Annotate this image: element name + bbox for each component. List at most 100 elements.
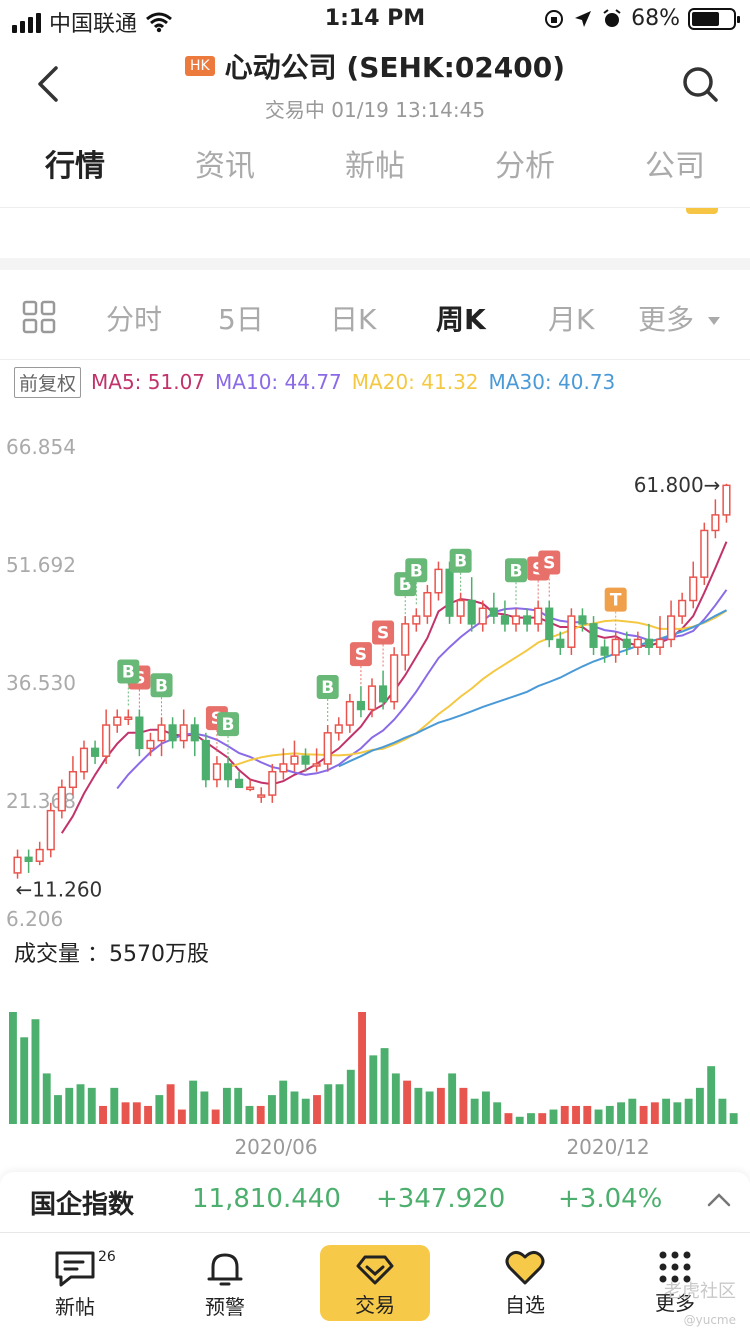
collapsed-panel-handle[interactable] [686, 208, 718, 214]
volume-bar [481, 1091, 490, 1124]
candle-body [644, 638, 653, 648]
tab-analysis[interactable]: 分析 [495, 149, 555, 184]
volume-bar [448, 1073, 457, 1124]
tab-news[interactable]: 资讯 [195, 149, 255, 184]
period-more[interactable]: 更多 [638, 298, 721, 338]
nav-trade[interactable]: 交易 [320, 1245, 430, 1321]
volume-bar [87, 1087, 96, 1124]
volume-bar [42, 1073, 51, 1124]
period-intraday[interactable]: 分时 [106, 303, 163, 336]
grid-dots-icon [659, 1251, 691, 1283]
community-watermark: 老虎社区 [664, 1281, 736, 1302]
volume-bar [549, 1109, 558, 1124]
ma-legend: 前复权 MA5: 51.07 MA10: 44.77 MA20: 41.32 M… [14, 366, 615, 398]
volume-bar [403, 1080, 412, 1124]
nav-posts[interactable]: 26 新帖 [20, 1241, 130, 1325]
tab-quotes[interactable]: 行情 [45, 149, 105, 184]
volume-bar [695, 1087, 704, 1124]
candle-body [279, 763, 288, 773]
candle-body [223, 763, 233, 781]
nav-alerts[interactable]: 预警 [170, 1241, 280, 1325]
index-name: 国企指数 [30, 1190, 135, 1220]
volume-chart[interactable]: 2020/06 2020/12 [0, 1000, 750, 1170]
candle-body [312, 763, 321, 767]
volume-bar [504, 1113, 513, 1124]
volume-bar [245, 1105, 254, 1124]
signal-label: B [454, 552, 467, 572]
tab-posts[interactable]: 新帖 [345, 149, 405, 184]
nav-alerts-label: 预警 [205, 1295, 245, 1319]
nav-more-label: 更多 [655, 1291, 695, 1315]
trading-status: 交易中 01/19 13:14:45 [264, 98, 486, 122]
volume-bar [279, 1080, 288, 1124]
volume-label: 成交量 ：5570万股 [14, 942, 209, 967]
diamond-icon [356, 1255, 394, 1285]
volume-bar [177, 1109, 186, 1124]
battery-fill [692, 11, 720, 26]
orientation-lock-icon [545, 9, 564, 28]
tab-company[interactable]: 公司 [645, 149, 705, 184]
volume-bar [346, 1069, 355, 1124]
search-icon[interactable] [680, 64, 720, 104]
volume-bar [391, 1073, 400, 1124]
signal-badge [449, 548, 472, 573]
index-change: +347.920 [376, 1184, 506, 1214]
volume-bar [335, 1084, 344, 1124]
price-adjust-button[interactable]: 前复权 [14, 366, 82, 398]
volume-bar [594, 1109, 603, 1124]
location-arrow-icon [575, 10, 592, 27]
candle-body [401, 623, 410, 656]
period-daily-k[interactable]: 日K [330, 303, 377, 336]
candle-body [578, 615, 587, 625]
signal-label: B [510, 561, 523, 581]
index-ticker-bar[interactable]: 国企指数 11,810.440 +347.920 +3.04% [0, 1172, 750, 1232]
candle-body [290, 755, 299, 765]
volume-bar [493, 1102, 502, 1124]
candle-body [434, 568, 443, 594]
nav-watchlist[interactable]: 自选 [470, 1241, 580, 1325]
volume-bar [684, 1098, 693, 1124]
signal-badge [316, 675, 339, 700]
wifi-icon [146, 12, 172, 33]
volume-bar [290, 1091, 299, 1124]
volume-bar [560, 1105, 569, 1124]
period-5day[interactable]: 5日 [218, 303, 264, 336]
volume-bar [268, 1095, 276, 1124]
candle-body [611, 638, 620, 656]
candle-body [157, 724, 166, 742]
signal-label: S [543, 554, 555, 574]
candle-body [600, 646, 609, 656]
volume-bar [538, 1113, 547, 1124]
posts-badge: 26 [98, 1249, 116, 1265]
title-block: HK 心动公司 (SEHK:02400) 交易中 01/19 13:14:45 [0, 46, 750, 123]
volume-bar [222, 1087, 231, 1124]
ma20-line [227, 609, 728, 769]
period-weekly-k[interactable]: 周K [436, 303, 486, 336]
status-left: 中国联通 [12, 6, 173, 38]
candle-body [622, 638, 631, 648]
candle-body [367, 685, 377, 711]
period-more-label: 更多 [638, 303, 695, 336]
candle-body [334, 724, 343, 734]
volume-bar [65, 1087, 74, 1124]
candle-body [212, 763, 221, 781]
candle-body [467, 599, 476, 625]
layout-grid-icon[interactable] [22, 300, 56, 334]
period-monthly-k[interactable]: 月K [548, 303, 595, 336]
volume-bar [380, 1048, 389, 1124]
carrier-name: 中国联通 [49, 12, 138, 37]
high-price-label: 61.800→ [634, 473, 721, 497]
back-chevron-icon[interactable] [30, 62, 70, 106]
signal-badge [604, 587, 627, 612]
bell-icon [207, 1253, 243, 1286]
candle-body [102, 724, 111, 757]
stock-header: HK 心动公司 (SEHK:02400) 交易中 01/19 13:14:45 [0, 40, 750, 128]
ma30-label: MA30: 40.73 [488, 370, 616, 394]
index-value: 11,810.440 [192, 1184, 341, 1214]
nav-more[interactable]: 更多 [620, 1241, 730, 1325]
signal-label: B [321, 678, 334, 698]
volume-bar [110, 1087, 119, 1124]
chevron-up-icon[interactable] [706, 1190, 732, 1208]
watermark-user: @yucme [683, 1313, 736, 1327]
